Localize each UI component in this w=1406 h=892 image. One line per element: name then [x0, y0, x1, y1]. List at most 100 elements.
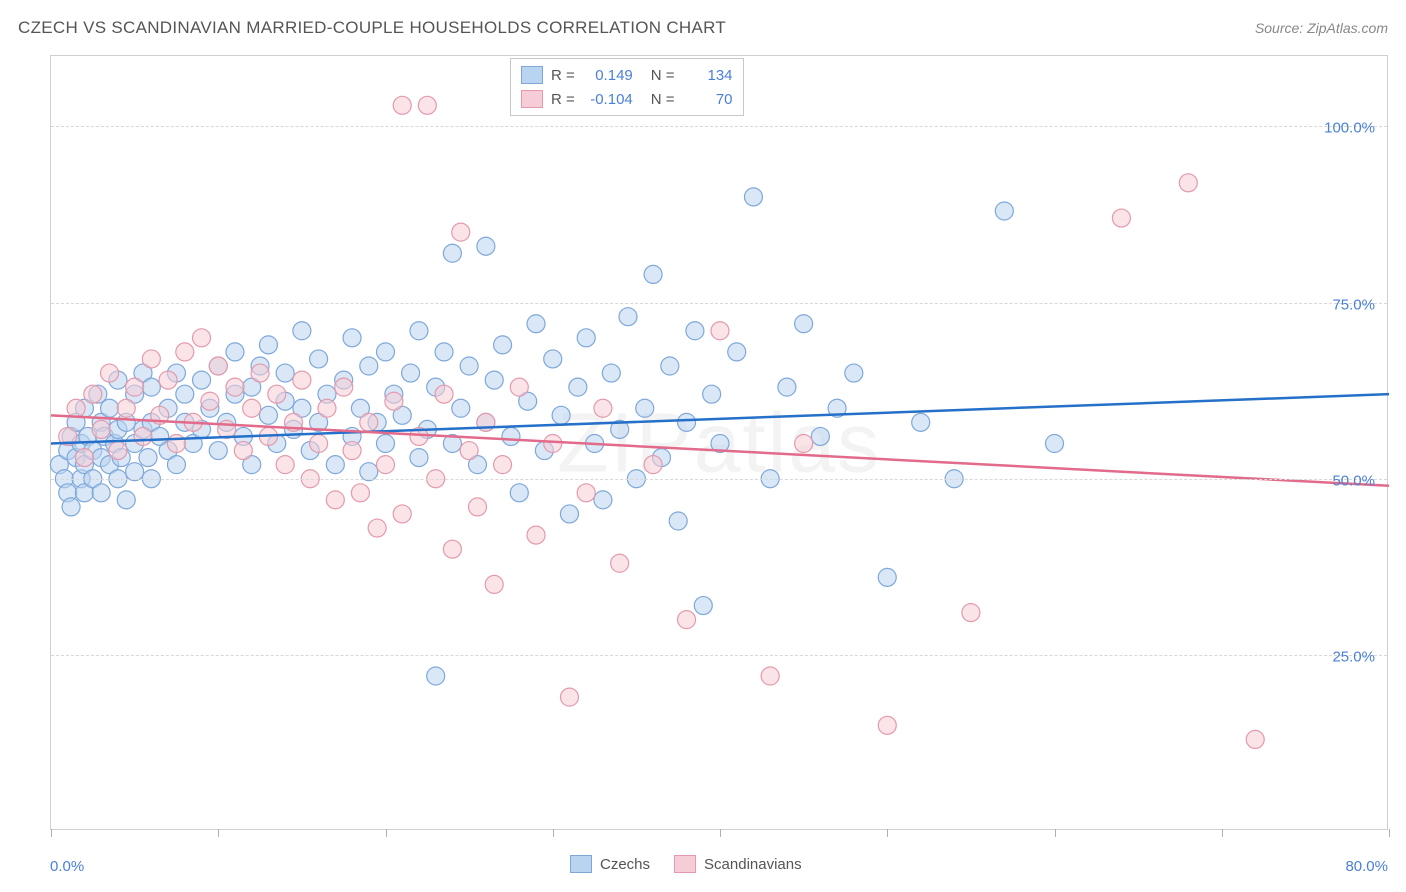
- legend-stat-row-scandinavians: R =-0.104N =70: [521, 87, 733, 111]
- gridline: [51, 655, 1387, 656]
- x-tick: [51, 829, 52, 837]
- scandinavians-point: [644, 456, 662, 474]
- y-tick-label: 25.0%: [1332, 648, 1375, 665]
- czechs-point: [744, 188, 762, 206]
- scandinavians-point: [209, 357, 227, 375]
- scandinavians-point: [351, 484, 369, 502]
- scandinavians-point: [485, 575, 503, 593]
- czechs-point: [1046, 435, 1064, 453]
- czechs-point: [510, 484, 528, 502]
- x-tick: [553, 829, 554, 837]
- scandinavians-point: [418, 96, 436, 114]
- czechs-point: [845, 364, 863, 382]
- r-label: R =: [551, 91, 575, 108]
- y-tick-label: 50.0%: [1332, 472, 1375, 489]
- czechs-point: [193, 371, 211, 389]
- legend-stat-row-czechs: R =0.149N =134: [521, 63, 733, 87]
- czechs-point: [678, 413, 696, 431]
- scandinavians-point: [494, 456, 512, 474]
- scandinavians-point: [193, 329, 211, 347]
- czechs-point: [494, 336, 512, 354]
- scandinavians-point: [435, 385, 453, 403]
- x-tick: [218, 829, 219, 837]
- czechs-point: [410, 322, 428, 340]
- czechs-point: [427, 667, 445, 685]
- scandinavians-point: [84, 385, 102, 403]
- scandinavians-point: [159, 371, 177, 389]
- czechs-point: [209, 442, 227, 460]
- scandinavians-point: [711, 322, 729, 340]
- legend-stats: R =0.149N =134R =-0.104N =70: [510, 58, 744, 116]
- scandinavians-point: [326, 491, 344, 509]
- scandinavians-point: [962, 604, 980, 622]
- scandinavians-point: [468, 498, 486, 516]
- scandinavians-point: [201, 392, 219, 410]
- scandinavians-point: [134, 427, 152, 445]
- czechs-point: [92, 484, 110, 502]
- czechs-point: [443, 244, 461, 262]
- czechs-point: [669, 512, 687, 530]
- y-tick-label: 100.0%: [1324, 120, 1375, 137]
- scandinavians-point: [335, 378, 353, 396]
- scandinavians-point: [368, 519, 386, 537]
- scandinavians-label: Scandinavians: [704, 856, 802, 873]
- n-label: N =: [651, 91, 675, 108]
- czechs-point: [276, 364, 294, 382]
- scandinavians-point: [611, 554, 629, 572]
- czechs-point: [619, 308, 637, 326]
- czechs-point: [460, 357, 478, 375]
- scandinavians-point: [1246, 730, 1264, 748]
- scandinavians-point: [878, 716, 896, 734]
- scandinavians-point: [75, 449, 93, 467]
- czechs-point: [377, 435, 395, 453]
- czechs-point: [544, 350, 562, 368]
- scandinavians-point: [109, 442, 127, 460]
- czechs-label: Czechs: [600, 856, 650, 873]
- scandinavians-point: [460, 442, 478, 460]
- scatter-svg: [51, 56, 1389, 831]
- scandinavians-point: [268, 385, 286, 403]
- scandinavians-point: [678, 611, 696, 629]
- scandinavians-point: [226, 378, 244, 396]
- czechs-point: [502, 427, 520, 445]
- czechs-point: [402, 364, 420, 382]
- scandinavians-point: [243, 399, 261, 417]
- x-tick: [720, 829, 721, 837]
- czechs-point: [569, 378, 587, 396]
- legend-item-czechs: Czechs: [570, 855, 650, 873]
- scandinavians-point: [167, 435, 185, 453]
- scandinavians-point: [343, 442, 361, 460]
- czechs-point: [778, 378, 796, 396]
- x-tick: [1055, 829, 1056, 837]
- czechs-r-value: 0.149: [583, 67, 633, 84]
- scandinavians-point: [126, 378, 144, 396]
- scandinavians-point: [1112, 209, 1130, 227]
- czechs-point: [686, 322, 704, 340]
- czechs-point: [139, 449, 157, 467]
- scandinavians-swatch: [521, 90, 543, 108]
- gridline: [51, 126, 1387, 127]
- chart-title: CZECH VS SCANDINAVIAN MARRIED-COUPLE HOU…: [18, 18, 726, 38]
- scandinavians-point: [142, 350, 160, 368]
- czechs-point: [644, 265, 662, 283]
- czechs-point: [594, 491, 612, 509]
- n-label: N =: [651, 67, 675, 84]
- czechs-point: [117, 491, 135, 509]
- gridline: [51, 479, 1387, 480]
- czechs-swatch: [521, 66, 543, 84]
- czechs-point: [377, 343, 395, 361]
- scandinavians-point: [117, 399, 135, 417]
- czechs-point: [410, 449, 428, 467]
- czechs-point: [636, 399, 654, 417]
- scandinavians-point: [293, 371, 311, 389]
- czechs-point: [167, 456, 185, 474]
- scandinavians-r-value: -0.104: [583, 91, 633, 108]
- scandinavians-point: [560, 688, 578, 706]
- scandinavians-point: [452, 223, 470, 241]
- czechs-point: [326, 456, 344, 474]
- scandinavians-point: [544, 435, 562, 453]
- czechs-point: [477, 237, 495, 255]
- x-tick: [1389, 829, 1390, 837]
- scandinavians-point: [377, 456, 395, 474]
- czechs-point: [452, 399, 470, 417]
